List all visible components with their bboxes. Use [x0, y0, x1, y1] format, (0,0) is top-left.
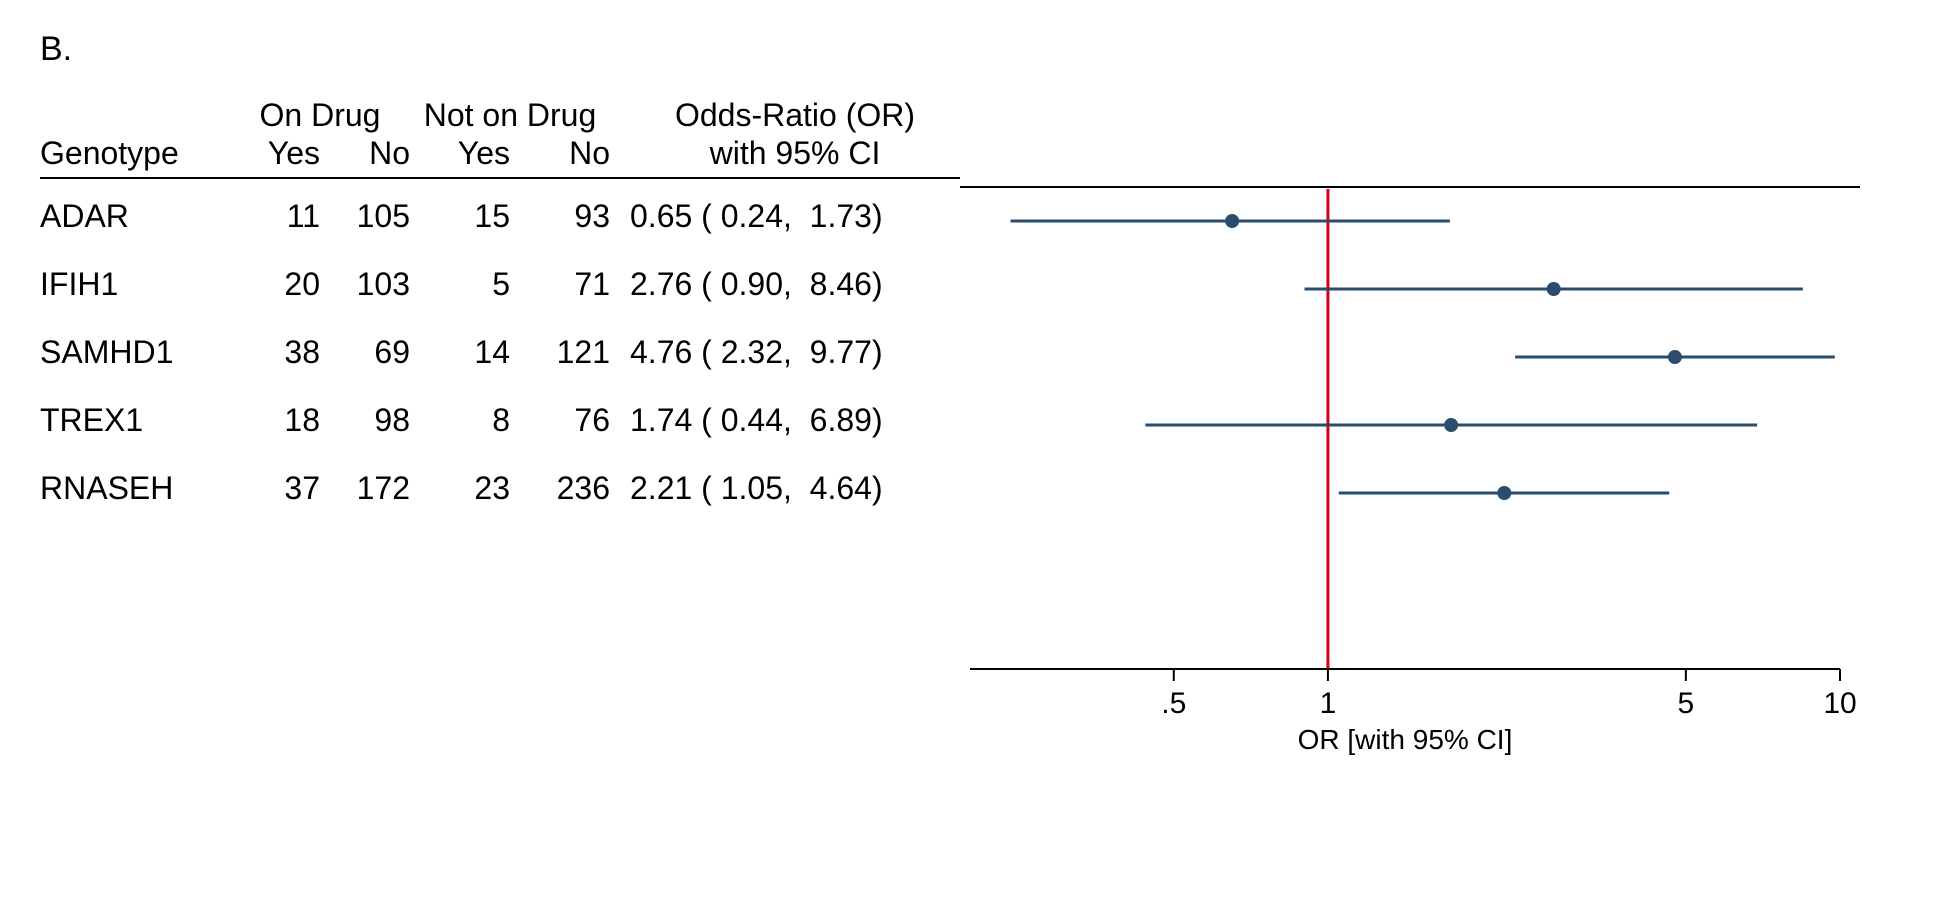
cell-notondrug-yes: 5 [410, 268, 510, 300]
cell-notondrug-yes: 14 [410, 336, 510, 368]
cell-notondrug-yes: 8 [410, 404, 510, 436]
cell-notondrug-no: 71 [510, 268, 610, 300]
axis-tick-label: .5 [1161, 687, 1186, 720]
forest-svg: .5 1 5 10 OR [with 95% CI] [960, 99, 1860, 759]
header-not-on-drug: Not on Drug [410, 99, 610, 131]
cell-or-ci: 1.74 ( 0.44, 6.89) [610, 404, 960, 436]
header-rule [40, 177, 960, 179]
cell-ondrug-no: 105 [320, 200, 410, 232]
header-genotype: Genotype [40, 137, 230, 169]
header-on-drug: On Drug [230, 99, 410, 131]
cell-or-ci: 4.76 ( 2.32, 9.77) [610, 336, 960, 368]
header-or-line1: Odds-Ratio (OR) [610, 99, 960, 131]
axis-tick-label: 5 [1678, 687, 1695, 720]
header-notondrug-no: No [510, 137, 610, 169]
cell-ondrug-no: 172 [320, 472, 410, 504]
cell-notondrug-yes: 23 [410, 472, 510, 504]
cell-or-ci: 0.65 ( 0.24, 1.73) [610, 200, 960, 232]
or-marker [1497, 486, 1511, 500]
cell-ondrug-no: 98 [320, 404, 410, 436]
cell-ondrug-yes: 38 [230, 336, 320, 368]
cell-genotype: IFIH1 [40, 268, 230, 300]
or-marker [1668, 350, 1682, 364]
cell-notondrug-no: 76 [510, 404, 610, 436]
table-header-row2: Genotype Yes No Yes No with 95% CI [40, 137, 960, 169]
table-row: TREX118988761.74 ( 0.44, 6.89) [40, 401, 960, 439]
table-row: IFIH1201035712.76 ( 0.90, 8.46) [40, 265, 960, 303]
cell-or-ci: 2.76 ( 0.90, 8.46) [610, 268, 960, 300]
cell-notondrug-no: 121 [510, 336, 610, 368]
forest-table: On Drug Not on Drug Odds-Ratio (OR) Geno… [40, 99, 960, 537]
header-or-line2: with 95% CI [610, 137, 960, 169]
x-axis-label: OR [with 95% CI] [1298, 724, 1513, 755]
forest-plot-container: On Drug Not on Drug Odds-Ratio (OR) Geno… [40, 99, 1910, 759]
cell-ondrug-no: 103 [320, 268, 410, 300]
header-notondrug-yes: Yes [410, 137, 510, 169]
cell-ondrug-yes: 11 [230, 200, 320, 232]
table-row: SAMHD13869141214.76 ( 2.32, 9.77) [40, 333, 960, 371]
header-ondrug-no: No [320, 137, 410, 169]
cell-ondrug-yes: 37 [230, 472, 320, 504]
cell-genotype: RNASEH [40, 472, 230, 504]
forest-plot-svg-area: .5 1 5 10 OR [with 95% CI] [960, 99, 1910, 759]
table-row: RNASEH37172232362.21 ( 1.05, 4.64) [40, 469, 960, 507]
cell-genotype: SAMHD1 [40, 336, 230, 368]
cell-notondrug-no: 236 [510, 472, 610, 504]
panel-label: B. [40, 30, 1910, 69]
cell-ondrug-no: 69 [320, 336, 410, 368]
or-marker [1444, 418, 1458, 432]
cell-genotype: TREX1 [40, 404, 230, 436]
cell-or-ci: 2.21 ( 1.05, 4.64) [610, 472, 960, 504]
cell-notondrug-no: 93 [510, 200, 610, 232]
cell-genotype: ADAR [40, 200, 230, 232]
or-marker [1225, 214, 1239, 228]
axis-tick-label: 10 [1823, 687, 1856, 720]
table-row: ADAR1110515930.65 ( 0.24, 1.73) [40, 197, 960, 235]
cell-notondrug-yes: 15 [410, 200, 510, 232]
or-marker [1547, 282, 1561, 296]
table-header-row1: On Drug Not on Drug Odds-Ratio (OR) [40, 99, 960, 131]
cell-ondrug-yes: 18 [230, 404, 320, 436]
header-ondrug-yes: Yes [230, 137, 320, 169]
cell-ondrug-yes: 20 [230, 268, 320, 300]
axis-tick-label: 1 [1320, 687, 1337, 720]
